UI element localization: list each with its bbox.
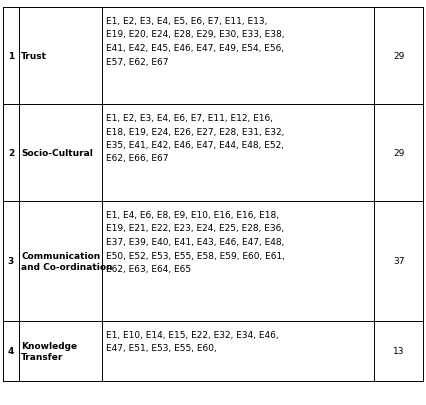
Text: E1, E2, E3, E4, E5, E6, E7, E11, E13,: E1, E2, E3, E4, E5, E6, E7, E11, E13, <box>106 17 268 26</box>
Text: E41, E42, E45, E46, E47, E49, E54, E56,: E41, E42, E45, E46, E47, E49, E54, E56, <box>106 44 284 53</box>
Text: 1: 1 <box>8 52 14 61</box>
Text: E50, E52, E53, E55, E58, E59, E60, E61,: E50, E52, E53, E55, E58, E59, E60, E61, <box>106 251 285 260</box>
Text: E37, E39, E40, E41, E43, E46, E47, E48,: E37, E39, E40, E41, E43, E46, E47, E48, <box>106 237 285 246</box>
Text: 2: 2 <box>8 149 14 158</box>
Text: E18, E19, E24, E26, E27, E28, E31, E32,: E18, E19, E24, E26, E27, E28, E31, E32, <box>106 127 285 136</box>
Text: and Co-ordination: and Co-ordination <box>21 262 112 271</box>
Text: Communication: Communication <box>21 252 100 260</box>
Text: Knowledge: Knowledge <box>21 341 77 350</box>
Text: 13: 13 <box>393 347 405 356</box>
Text: Trust: Trust <box>21 52 47 61</box>
Text: E1, E4, E6, E8, E9, E10, E16, E16, E18,: E1, E4, E6, E8, E9, E10, E16, E16, E18, <box>106 211 279 220</box>
Text: Transfer: Transfer <box>21 352 63 361</box>
Text: E62, E63, E64, E65: E62, E63, E64, E65 <box>106 264 191 273</box>
Text: 3: 3 <box>8 257 14 266</box>
Text: 4: 4 <box>8 347 14 356</box>
Text: 29: 29 <box>393 52 405 61</box>
Text: 29: 29 <box>393 149 405 158</box>
Text: Socio-Cultural: Socio-Cultural <box>21 149 93 158</box>
Text: E47, E51, E53, E55, E60,: E47, E51, E53, E55, E60, <box>106 344 217 353</box>
Text: E19, E21, E22, E23, E24, E25, E28, E36,: E19, E21, E22, E23, E24, E25, E28, E36, <box>106 224 284 233</box>
Text: 37: 37 <box>393 257 405 266</box>
Text: E35, E41, E42, E46, E47, E44, E48, E52,: E35, E41, E42, E46, E47, E44, E48, E52, <box>106 141 284 149</box>
Text: E1, E10, E14, E15, E22, E32, E34, E46,: E1, E10, E14, E15, E22, E32, E34, E46, <box>106 330 279 339</box>
Text: E19, E20, E24, E28, E29, E30, E33, E38,: E19, E20, E24, E28, E29, E30, E33, E38, <box>106 30 285 39</box>
Text: E1, E2, E3, E4, E6, E7, E11, E12, E16,: E1, E2, E3, E4, E6, E7, E11, E12, E16, <box>106 114 273 123</box>
Text: E62, E66, E67: E62, E66, E67 <box>106 154 169 163</box>
Text: E57, E62, E67: E57, E62, E67 <box>106 58 169 66</box>
